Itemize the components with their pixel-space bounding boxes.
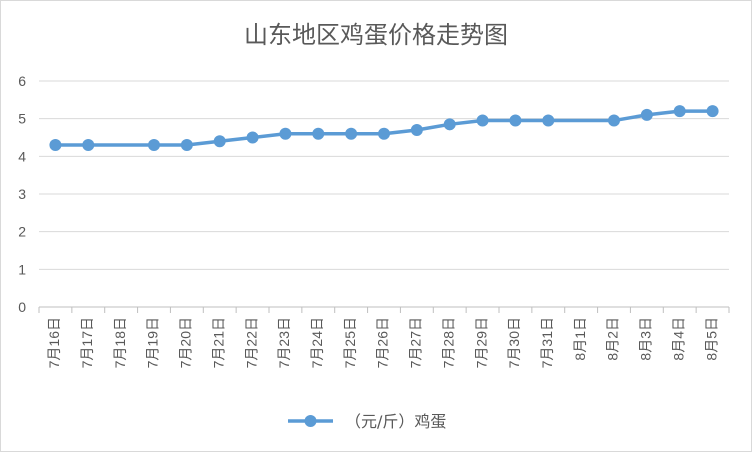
y-tick-label: 4 — [18, 148, 26, 164]
x-tick-label: 8月2日 — [605, 317, 621, 361]
data-point — [443, 118, 456, 131]
data-point — [410, 123, 423, 136]
data-point — [345, 127, 358, 140]
data-point — [673, 105, 686, 118]
x-tick-label: 7月21日 — [210, 317, 226, 368]
data-point — [378, 127, 390, 140]
x-tick-label: 7月30日 — [506, 317, 522, 368]
data-point — [49, 139, 62, 152]
x-tick-label: 7月16日 — [46, 317, 62, 368]
data-point — [213, 135, 226, 148]
axes — [38, 306, 730, 313]
legend-label: （元/斤）鸡蛋 — [345, 412, 446, 431]
data-point — [608, 114, 620, 127]
x-tick-label: 7月26日 — [375, 317, 391, 368]
x-tick-label: 7月23日 — [276, 317, 292, 368]
x-tick-label: 8月3日 — [638, 317, 654, 361]
data-point — [82, 139, 95, 152]
x-tick-label: 7月25日 — [342, 317, 358, 368]
data-point — [640, 108, 653, 121]
data-point — [279, 127, 292, 140]
data-point — [542, 114, 555, 127]
x-tick-label: 7月24日 — [309, 317, 325, 368]
x-tick-label: 8月1日 — [572, 317, 588, 361]
x-tick-label: 7月22日 — [243, 317, 259, 368]
x-tick-label: 7月17日 — [79, 317, 95, 368]
x-tick-label: 8月5日 — [703, 317, 719, 361]
x-tick-labels: 7月16日 7月17日 7月18日 7月19日 7月20日 7月21日 7月22日 7月23日… — [46, 317, 719, 368]
chart-title: 山东地区鸡蛋价格走势图 — [244, 21, 508, 49]
y-tick-label: 2 — [18, 224, 26, 240]
legend: （元/斤）鸡蛋 — [288, 412, 446, 431]
x-tick-label: 7月18日 — [112, 317, 128, 368]
y-tick-label: 5 — [18, 111, 26, 127]
data-point — [148, 139, 160, 152]
x-tick-label: 7月31日 — [539, 317, 555, 368]
data-point — [312, 127, 325, 140]
x-tick-label: 7月29日 — [473, 317, 489, 368]
y-tick-label: 3 — [18, 186, 26, 202]
x-tick-label: 7月20日 — [178, 317, 194, 368]
legend-point-marker — [304, 415, 317, 427]
data-point — [180, 139, 193, 152]
x-tick-label: 7月28日 — [440, 317, 456, 368]
series-layer — [49, 105, 719, 152]
y-tick-label: 0 — [18, 299, 26, 315]
y-tick-label: 1 — [18, 261, 26, 277]
data-point — [706, 105, 719, 118]
data-point — [246, 131, 259, 144]
x-tick-label: 8月4日 — [670, 317, 686, 361]
y-tick-labels: 0 1 2 3 4 5 6 — [18, 73, 26, 315]
x-tick-label: 7月27日 — [408, 317, 424, 368]
data-point — [476, 114, 489, 127]
gridlines — [39, 80, 729, 270]
data-point — [509, 114, 522, 127]
x-tick-label: 7月19日 — [145, 317, 161, 368]
y-tick-label: 6 — [18, 73, 26, 89]
